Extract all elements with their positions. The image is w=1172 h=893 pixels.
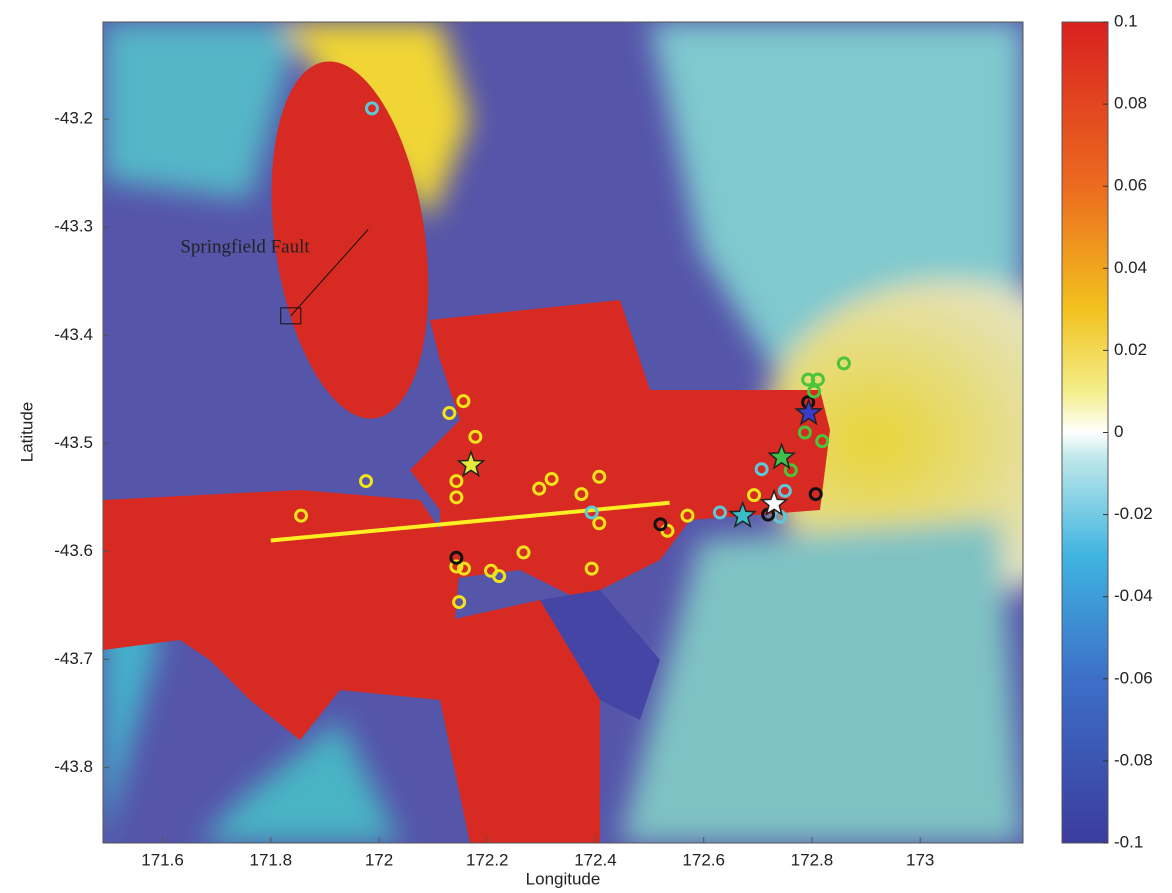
colorbar-tick-label: 0 [1114, 422, 1123, 441]
colorbar-tick-label: 0.04 [1114, 258, 1147, 277]
x-tick-label: 172 [365, 850, 393, 869]
colorbar-tick-label: -0.06 [1114, 668, 1153, 687]
y-tick-label: -43.3 [54, 217, 93, 236]
colorbar-tick-label: 0.08 [1114, 94, 1147, 113]
annotation: Springfield Fault [180, 236, 310, 257]
y-tick-label: -43.7 [54, 649, 93, 668]
field [103, 22, 1140, 843]
y-tick-label: -43.5 [54, 433, 93, 452]
x-tick-label: 172.2 [466, 850, 509, 869]
colorbar-tick-label: -0.1 [1114, 832, 1143, 851]
x-axis-label: Longitude [526, 869, 601, 888]
x-tick-label: 173 [906, 850, 934, 869]
x-tick-label: 171.8 [249, 850, 292, 869]
colorbar [1062, 22, 1108, 843]
colorbar-tick-label: -0.04 [1114, 586, 1153, 605]
chart: Springfield Fault Longitude Latitude 171… [0, 0, 1172, 888]
y-tick-label: -43.8 [54, 757, 93, 776]
x-tick-label: 172.6 [682, 850, 725, 869]
y-axis-label: Latitude [17, 402, 36, 463]
y-tick-label: -43.6 [54, 541, 93, 560]
x-tick-label: 172.4 [574, 850, 617, 869]
x-tick-label: 171.6 [141, 850, 184, 869]
colorbar-tick-label: 0.02 [1114, 340, 1147, 359]
y-tick-label: -43.4 [54, 325, 93, 344]
colorbar-tick-label: -0.08 [1114, 750, 1153, 769]
colorbar-tick-label: 0.06 [1114, 176, 1147, 195]
x-tick-label: 172.8 [791, 850, 834, 869]
colorbar-tick-label: -0.02 [1114, 504, 1153, 523]
colorbar-tick-label: 0.1 [1114, 11, 1138, 30]
y-tick-label: -43.2 [54, 109, 93, 128]
